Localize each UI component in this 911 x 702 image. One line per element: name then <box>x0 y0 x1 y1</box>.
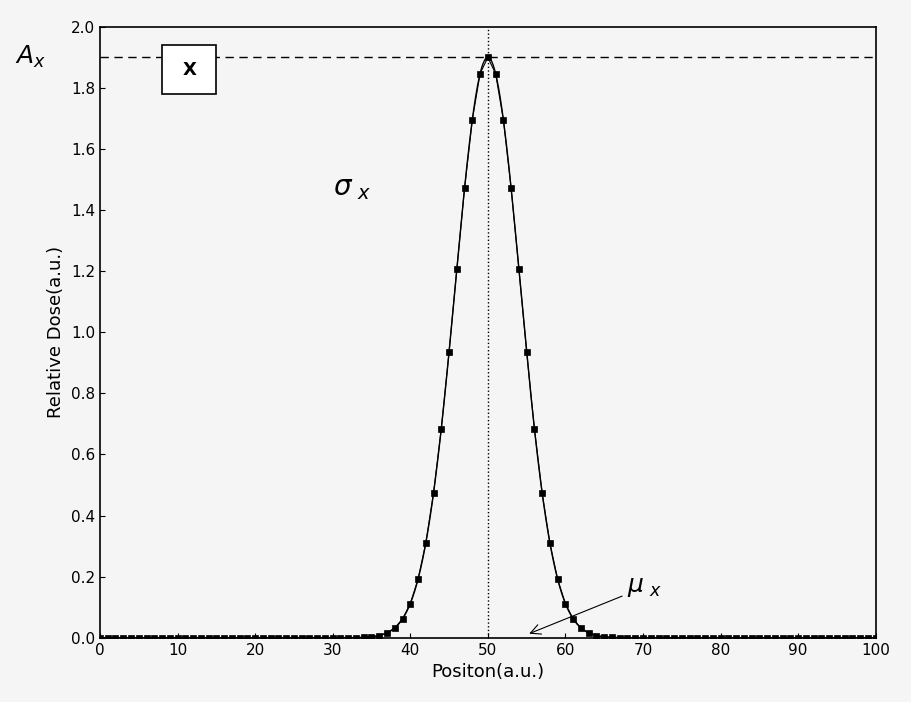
X-axis label: Positon(a.u.): Positon(a.u.) <box>431 663 545 681</box>
Text: $\mu$$_{\ x}$: $\mu$$_{\ x}$ <box>530 575 662 634</box>
Text: X: X <box>182 60 196 79</box>
Bar <box>162 45 216 94</box>
Y-axis label: Relative Dose(a.u.): Relative Dose(a.u.) <box>47 246 66 418</box>
Text: $\sigma$$_{\ x}$: $\sigma$$_{\ x}$ <box>333 173 371 201</box>
Text: $A$$_{x}$: $A$$_{x}$ <box>15 44 46 70</box>
